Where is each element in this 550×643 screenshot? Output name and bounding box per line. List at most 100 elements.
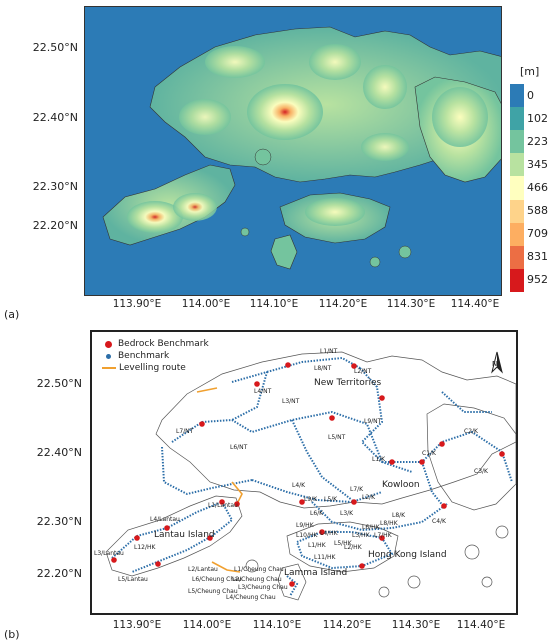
route-label: L1/HK <box>308 542 326 549</box>
legend-route: Levelling route <box>100 362 209 374</box>
benchmark-routes <box>111 356 513 597</box>
colorbar-unit: [m] <box>520 65 540 78</box>
colorbar-swatch <box>510 130 524 154</box>
a-xtick: 114.40°E <box>450 298 500 310</box>
north-arrow-icon <box>491 351 503 374</box>
colorbar <box>510 84 524 292</box>
levelling-map-svg <box>105 351 516 601</box>
route-label: L9/NT <box>364 418 382 425</box>
route-label: L12/HK <box>134 544 156 551</box>
route-label: C1/K <box>422 450 436 457</box>
route-label: L2/Cheung Chau <box>232 576 282 583</box>
region-new-territories: New Territories <box>314 378 382 388</box>
colorbar-label: 831 <box>527 250 548 264</box>
colorbar-label: 223 <box>527 134 548 148</box>
region-hk-island: Hong Kong Island <box>368 550 447 560</box>
route-label: L3/K <box>340 510 354 517</box>
legend: Bedrock Benchmark Benchmark Levelling ro… <box>100 338 209 374</box>
a-xtick: 114.00°E <box>181 298 231 310</box>
route-label: L5/Cheung Chau <box>188 588 238 595</box>
b-xtick: 114.20°E <box>322 619 372 631</box>
route-label: L5/Lantau <box>118 576 148 583</box>
region-kowloon: Kowloon <box>382 480 420 490</box>
route-label: L4/HK <box>320 530 338 537</box>
route-label: C4/K <box>432 518 446 525</box>
colorbar-label: 466 <box>527 181 548 194</box>
benchmark-swatch-icon <box>106 353 111 359</box>
colorbar-label: 102 <box>527 111 548 125</box>
route-label: L3/Lantau <box>94 550 124 557</box>
route-label: L3/HK <box>352 532 370 539</box>
route-label: L5/HK <box>334 540 352 547</box>
panel-a-label: (a) <box>4 308 20 321</box>
route-label: L3/Cheung Chau <box>238 584 288 591</box>
a-xtick: 113.90°E <box>112 298 162 310</box>
colorbar-label: 952 <box>527 273 548 287</box>
route-label: L9/HK <box>296 522 314 529</box>
route-label: L5/K <box>324 496 338 503</box>
colorbar-label: 0 <box>527 88 534 102</box>
route-label: L2/HK <box>344 544 362 551</box>
colorbar-label: 709 <box>527 227 548 241</box>
colorbar-swatch <box>510 107 524 131</box>
bedrock-points <box>111 362 505 587</box>
panel-b-label: (b) <box>4 628 20 641</box>
legend-bedrock: Bedrock Benchmark <box>100 338 209 350</box>
levelling-route-lines <box>196 387 243 573</box>
route-label: L1/K <box>372 456 386 463</box>
panel-b: 22.50°N 22.40°N 22.30°N 22.20°N <box>0 322 550 643</box>
route-label: L6/NT <box>230 444 248 451</box>
panel-a: 22.50°N 22.40°N 22.30°N 22.20°N <box>0 0 550 321</box>
route-swatch-icon <box>102 367 116 369</box>
a-ytick: 22.40°N <box>32 111 78 124</box>
region-lantau: Lantau Island <box>154 530 215 540</box>
b-xtick: 113.90°E <box>112 619 162 631</box>
colorbar-swatch <box>510 222 524 246</box>
north-label: N <box>492 360 498 368</box>
a-ytick: 22.20°N <box>32 219 78 232</box>
route-label: L7/HK <box>374 532 392 539</box>
route-label: L1/NT <box>320 348 338 355</box>
route-label: L2/NT <box>354 368 372 375</box>
bedrock-swatch-icon <box>105 340 112 348</box>
route-label: L6/Cheung Chau <box>192 576 242 583</box>
b-xtick: 114.10°E <box>252 619 302 631</box>
colorbar-label: 588 <box>527 204 548 218</box>
route-label: L8/HK <box>380 520 398 527</box>
b-ytick: 22.30°N <box>36 515 82 528</box>
colorbar-swatch <box>510 245 524 269</box>
route-label: L2/K <box>362 494 376 501</box>
route-label: L6/HK <box>362 524 380 531</box>
route-label: L9/K <box>304 496 318 503</box>
a-xtick: 114.20°E <box>318 298 368 310</box>
a-ytick: 22.30°N <box>32 180 78 193</box>
region-lamma: Lamma Island <box>284 568 348 578</box>
levelling-map: Bedrock Benchmark Benchmark Levelling ro… <box>90 330 518 615</box>
colorbar-stack <box>510 84 524 292</box>
route-label: L7/NT <box>176 428 194 435</box>
colorbar-label: 345 <box>527 157 548 171</box>
colorbar-swatch <box>510 199 524 223</box>
b-xtick: 114.30°E <box>391 619 441 631</box>
colorbar-swatch <box>510 268 524 292</box>
coastlines <box>105 351 516 601</box>
route-label: L5/NT <box>328 434 346 441</box>
route-label: L11/HK <box>314 554 336 561</box>
a-xtick: 114.30°E <box>386 298 436 310</box>
b-ytick: 22.40°N <box>36 446 82 459</box>
legend-benchmark: Benchmark <box>100 350 209 362</box>
route-label: C3/K <box>474 468 488 475</box>
elevation-map <box>84 6 502 296</box>
route-label: L2/Lantau <box>188 566 218 573</box>
b-ytick: 22.20°N <box>36 567 82 580</box>
route-label: L1/Cheung Chau <box>234 566 284 573</box>
route-label: L4/K <box>292 482 306 489</box>
route-label: L1/Lantau <box>208 502 238 509</box>
route-label: L7/K <box>350 486 364 493</box>
land-lamma <box>270 234 298 270</box>
elevation-map-svg <box>85 7 501 295</box>
route-label: L8/K <box>392 512 406 519</box>
a-xtick: 114.10°E <box>249 298 299 310</box>
route-label: L3/NT <box>282 398 300 405</box>
route-label: L10/HK <box>296 532 318 539</box>
